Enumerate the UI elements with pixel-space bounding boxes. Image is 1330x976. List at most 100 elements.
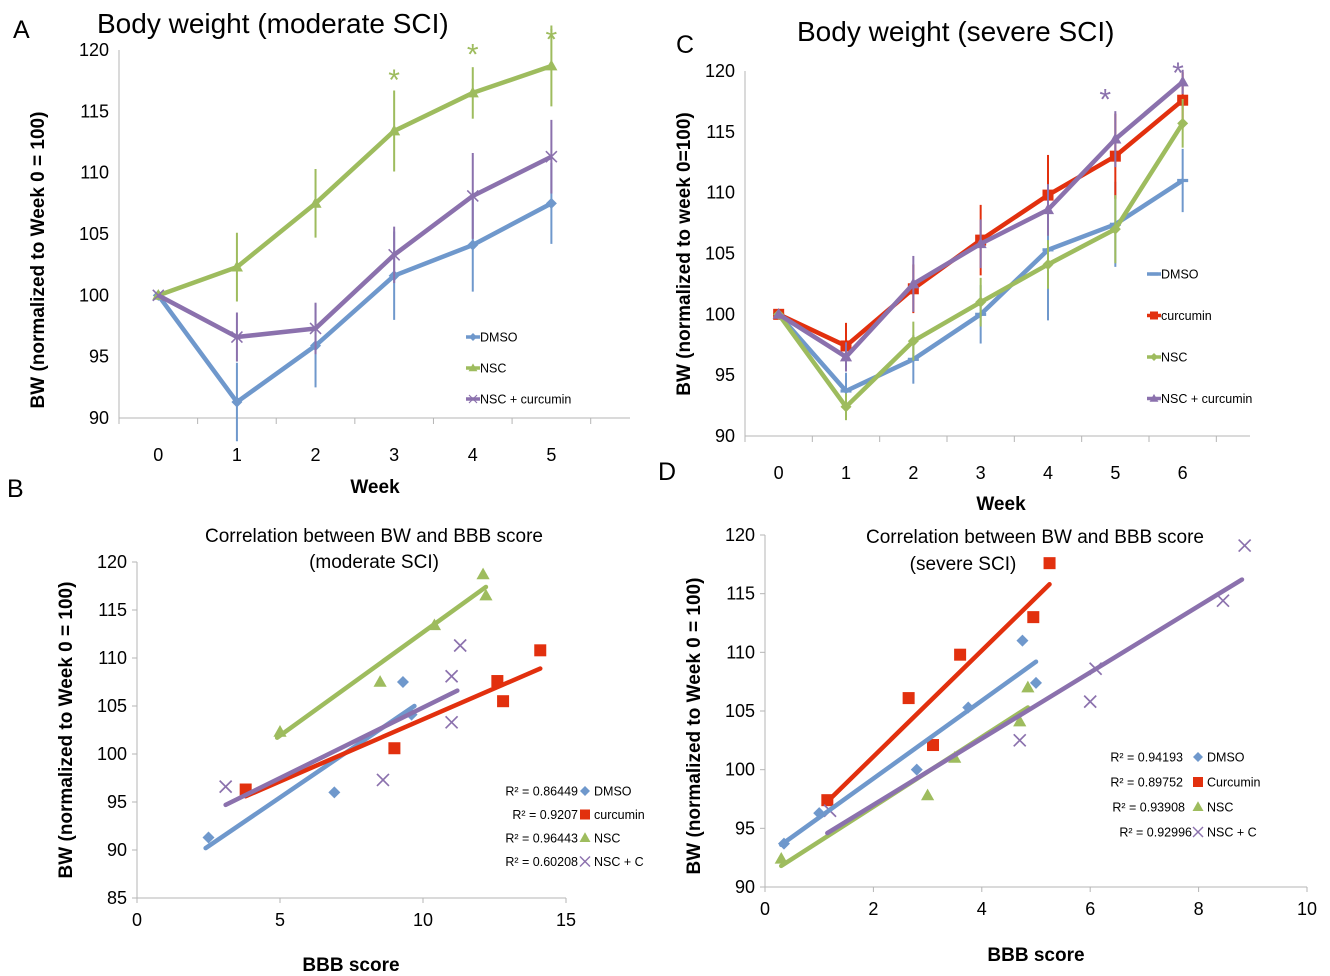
x-tick-label: 3 — [976, 463, 986, 483]
legend-label: NSC — [480, 362, 506, 376]
marker-cross-stroke — [219, 780, 233, 794]
data-point — [534, 644, 547, 657]
data-point — [910, 763, 923, 776]
y-tick-label: 115 — [726, 584, 755, 604]
data-point — [975, 296, 987, 308]
marker-cross-stroke — [468, 394, 478, 404]
x-tick-label: 4 — [468, 445, 478, 465]
legend-marker — [1193, 752, 1203, 762]
series-curcumin — [821, 557, 1056, 807]
legend-marker — [1150, 272, 1158, 276]
chart-subtitle: (moderate SCI) — [309, 552, 439, 573]
series-nsc-curcumin — [772, 69, 1189, 372]
marker-cross-stroke — [1083, 695, 1097, 709]
y-tick-label: 95 — [89, 347, 109, 367]
panel-letter-d: D — [658, 458, 676, 486]
legend-marker — [469, 333, 477, 341]
marker-cross-stroke — [579, 856, 591, 867]
y-tick-label: 120 — [79, 40, 109, 60]
r-squared-label: R² = 0.93908 — [1112, 801, 1185, 815]
panel-a-body-weight-moderate: A Body weight (moderate SCI) BW (normali… — [13, 8, 630, 498]
legend-item: NSC + curcumin — [466, 393, 571, 407]
x-tick-label: 0 — [153, 445, 163, 465]
legend-marker — [579, 832, 591, 842]
y-tick-label: 90 — [89, 408, 109, 428]
legend-item: R² = 0.94193 DMSO — [1110, 751, 1244, 765]
series-nsc-c — [823, 538, 1252, 818]
x-tick-label: 6 — [1178, 463, 1188, 483]
legend: DMSO curcumin NSC NSC + curcumin — [1147, 268, 1252, 406]
panel-b-correlation-moderate: B Correlation between BW and BBB score (… — [7, 475, 645, 976]
series-line — [157, 63, 553, 298]
data-point — [1027, 611, 1040, 624]
y-axis-title: BW (normalized to week 0=100) — [674, 112, 695, 396]
r-squared-label: R² = 0.9207 — [512, 808, 578, 822]
x-tick-label: 3 — [389, 445, 399, 465]
legend-label: Curcumin — [1207, 776, 1261, 790]
legend-label: DMSO — [1161, 268, 1199, 282]
legend-label: NSC — [1161, 351, 1187, 365]
data-point — [476, 567, 490, 580]
y-tick-label: 110 — [80, 163, 109, 183]
data-point — [479, 588, 493, 601]
marker-cross-stroke — [1238, 538, 1252, 553]
legend-label: curcumin — [594, 808, 645, 822]
x-tick-label: 8 — [1194, 899, 1204, 919]
legend-label: DMSO — [594, 785, 632, 799]
series-nsc-c — [219, 638, 467, 794]
y-tick-label: 100 — [79, 285, 109, 305]
chart-subtitle: (severe SCI) — [910, 554, 1017, 575]
data-point — [1013, 733, 1027, 747]
marker-cross-stroke — [453, 638, 467, 653]
legend-label: NSC — [1207, 801, 1233, 815]
marker-cross-stroke — [1216, 594, 1230, 608]
legend-label: NSC + curcumin — [1161, 392, 1252, 406]
data-point — [1030, 676, 1042, 689]
data-point — [445, 669, 459, 683]
x-tick-label: 2 — [908, 463, 918, 483]
data-point — [152, 289, 165, 302]
y-tick-label: 95 — [715, 365, 735, 385]
x-tick-label: 2 — [868, 899, 878, 919]
y-tick-label: 120 — [705, 61, 735, 81]
marker-cross-stroke — [445, 715, 459, 729]
chart-title: Body weight (severe SCI) — [797, 16, 1114, 47]
data-point — [376, 773, 390, 787]
legend-label: DMSO — [1207, 751, 1245, 765]
x-axis-title: Week — [976, 494, 1026, 515]
data-point — [1177, 117, 1189, 129]
legend-label: NSC — [594, 832, 620, 846]
data-point — [1043, 557, 1056, 570]
data-point — [545, 59, 558, 71]
y-tick-label: 120 — [725, 525, 755, 545]
series-nsc — [273, 567, 493, 737]
data-point — [545, 197, 557, 209]
data-point — [927, 739, 940, 752]
significance-asterisk: * — [1099, 84, 1111, 117]
data-point — [1176, 75, 1189, 87]
trendline — [274, 584, 489, 740]
legend-item: DMSO — [1147, 268, 1199, 282]
chart-title: Correlation between BW and BBB score — [866, 527, 1204, 548]
legend-marker — [1193, 777, 1203, 787]
data-point — [1083, 695, 1097, 709]
data-point — [230, 330, 243, 344]
data-point — [545, 150, 558, 163]
marker-cross-stroke — [230, 330, 243, 344]
series-line — [156, 201, 553, 405]
trendline — [827, 582, 1052, 802]
data-point — [840, 389, 852, 393]
legend-label: NSC + curcumin — [480, 393, 571, 407]
trendline — [779, 659, 1039, 848]
y-tick-label: 100 — [705, 304, 735, 324]
legend-item: NSC + curcumin — [1147, 392, 1252, 406]
y-tick-label: 95 — [107, 792, 127, 812]
legend-item: R² = 0.9207 curcumin — [512, 808, 644, 822]
data-point — [1041, 203, 1055, 215]
legend-label: NSC + C — [594, 855, 644, 869]
data-point — [445, 715, 459, 729]
series-nsc — [152, 25, 558, 302]
